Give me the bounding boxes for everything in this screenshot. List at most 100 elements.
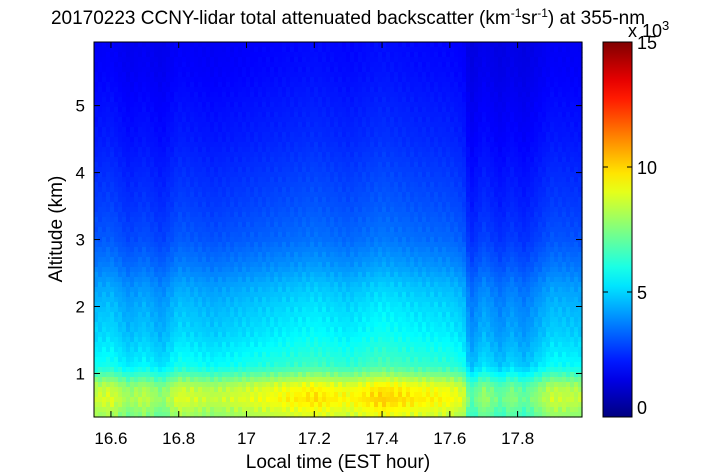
heatmap-cell [558,107,563,113]
heatmap-cell [182,122,187,128]
heatmap-cell [366,87,371,93]
heatmap-cell [506,107,511,113]
heatmap-cell [478,122,483,128]
heatmap-cell [474,172,479,178]
heatmap-cell [354,147,359,153]
heatmap-cell [386,202,391,208]
heatmap-cell [178,217,183,223]
heatmap-cell [186,47,191,53]
heatmap-cell [502,142,507,148]
heatmap-cell [322,42,327,48]
heatmap-cell [566,147,571,153]
heatmap-cell [542,107,547,113]
heatmap-cell [310,152,315,158]
heatmap-cell [506,42,511,48]
heatmap-cell [326,97,331,103]
heatmap-cell [450,152,455,158]
heatmap-cell [250,162,255,168]
heatmap-cell [146,237,151,243]
heatmap-cell [118,132,123,138]
heatmap-cell [318,222,323,228]
heatmap-cell [286,207,291,213]
heatmap-cell [534,82,539,88]
heatmap-cell [218,167,223,173]
heatmap-cell [94,72,99,78]
heatmap-cell [514,222,519,228]
heatmap-cell [502,112,507,118]
heatmap-cell [222,47,227,53]
heatmap-cell [134,237,139,243]
heatmap-cell [230,212,235,218]
heatmap-cell [326,112,331,118]
heatmap-cell [150,67,155,73]
heatmap-cell [186,227,191,233]
heatmap-cell [470,162,475,168]
heatmap-cell [410,217,415,223]
heatmap-cell [450,132,455,138]
heatmap-cell [538,182,543,188]
heatmap-cell [362,122,367,128]
heatmap-cell [430,142,435,148]
heatmap-cell [274,97,279,103]
heatmap-cell [502,62,507,68]
heatmap-cell [314,102,319,108]
heatmap-cell [566,87,571,93]
heatmap-cell [554,62,559,68]
heatmap-cell [242,172,247,178]
heatmap-cell [494,167,499,173]
heatmap-cell [370,132,375,138]
heatmap-cell [442,67,447,73]
heatmap-cell [442,82,447,88]
heatmap-cell [310,92,315,98]
heatmap-cell [214,182,219,188]
heatmap-cell [174,142,179,148]
heatmap-cell [266,107,271,113]
heatmap-cell [466,207,471,213]
heatmap-cell [194,52,199,58]
heatmap-cell [202,72,207,78]
heatmap-cell [294,212,299,218]
heatmap-cell [510,227,515,233]
heatmap-cell [98,122,103,128]
heatmap-cell [202,127,207,133]
heatmap-cell [302,187,307,193]
heatmap-cell [218,82,223,88]
heatmap-cell [274,187,279,193]
heatmap-cell [566,227,571,233]
heatmap-cell [434,207,439,213]
heatmap-cell [378,182,383,188]
heatmap-cell [506,177,511,183]
heatmap-cell [438,132,443,138]
heatmap-cell [302,192,307,198]
heatmap-cell [434,237,439,243]
heatmap-cell [138,92,143,98]
heatmap-cell [270,132,275,138]
heatmap-cell [374,47,379,53]
heatmap-cell [222,127,227,133]
heatmap-cell [266,217,271,223]
heatmap-cell [342,72,347,78]
heatmap-cell [214,237,219,243]
heatmap-cell [342,182,347,188]
heatmap-cell [458,197,463,203]
heatmap-cell [330,147,335,153]
heatmap-cell [214,102,219,108]
heatmap-cell [142,57,147,63]
heatmap-cell [174,137,179,143]
heatmap-cell [118,87,123,93]
heatmap-cell [478,237,483,243]
heatmap-cell [134,197,139,203]
heatmap-cell [130,137,135,143]
heatmap-cell [402,172,407,178]
heatmap-cell [310,97,315,103]
heatmap-cell [134,212,139,218]
heatmap-cell [478,87,483,93]
heatmap-cell [346,222,351,228]
heatmap-cell [434,117,439,123]
heatmap-cell [338,167,343,173]
heatmap-cell [450,142,455,148]
heatmap-cell [342,47,347,53]
heatmap-cell [282,137,287,143]
heatmap-cell [294,112,299,118]
heatmap-cell [394,137,399,143]
